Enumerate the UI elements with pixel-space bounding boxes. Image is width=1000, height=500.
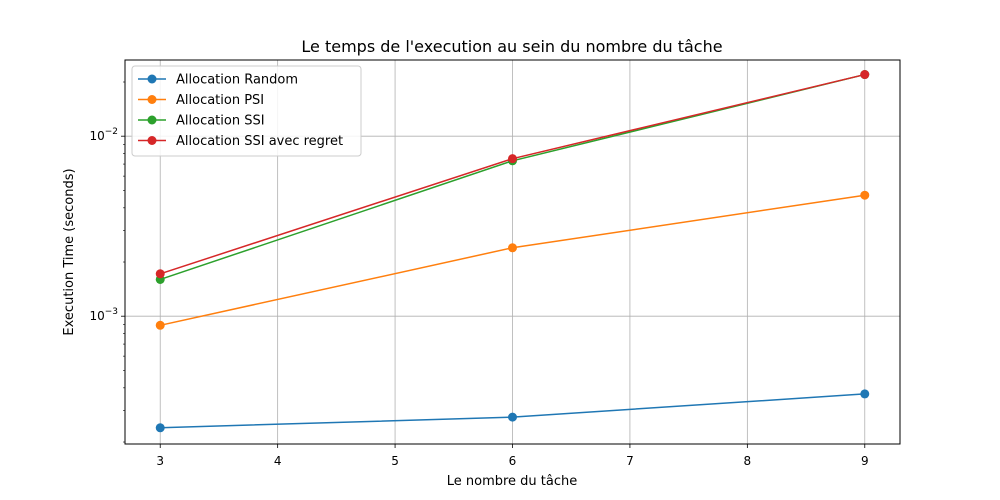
data-point	[860, 190, 870, 200]
legend-swatch-marker	[147, 115, 157, 125]
legend-swatch-marker	[147, 136, 157, 145]
legend: Allocation Random Allocation PSI Allocatio…	[131, 65, 362, 157]
data-point	[860, 70, 870, 80]
data-point	[508, 243, 517, 253]
data-point	[155, 423, 165, 433]
x-axis-label: Le nombre du tâche	[447, 474, 578, 489]
x-axis: 3 4 5 6 7 8 9	[156, 444, 869, 468]
x-tick-label: 6	[509, 454, 517, 468]
x-tick-label: 9	[861, 454, 869, 468]
data-point	[860, 389, 870, 399]
series-layer	[155, 70, 870, 433]
chart-title: Le temps de l'execution au sein du nombr…	[301, 37, 722, 56]
legend-label: Allocation PSI	[176, 93, 264, 108]
x-tick-label: 8	[744, 454, 752, 468]
legend-swatch-marker	[147, 95, 157, 104]
y-tick-label: 10−3	[89, 307, 118, 323]
y-tick-label: 10−2	[89, 127, 118, 143]
x-tick-label: 5	[391, 454, 399, 468]
x-tick-label: 3	[156, 454, 164, 468]
legend-label: Allocation SSI	[176, 114, 265, 129]
data-point	[155, 320, 165, 330]
x-tick-label: 7	[626, 454, 634, 468]
data-point	[508, 412, 517, 422]
legend-label: Allocation Random	[176, 73, 298, 88]
x-tick-label: 4	[274, 454, 282, 468]
data-point	[508, 154, 517, 164]
y-axis-label: Execution Time (seconds)	[62, 168, 77, 335]
legend-box	[131, 65, 362, 157]
data-point	[155, 269, 165, 279]
legend-swatch-marker	[147, 74, 157, 84]
y-axis: 10−3 10−2	[89, 81, 125, 443]
legend-label: Allocation SSI avec regret	[176, 134, 343, 149]
